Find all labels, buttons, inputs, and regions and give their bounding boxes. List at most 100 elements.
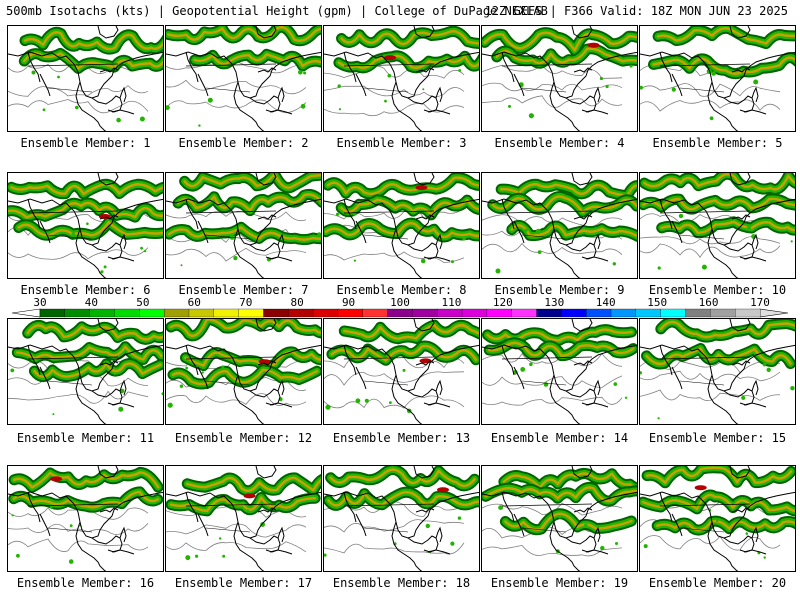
panel-caption: Ensemble Member: 13 xyxy=(332,431,471,445)
coastlines xyxy=(324,319,479,424)
colorbar-swatch xyxy=(188,308,215,318)
forecast-map xyxy=(482,173,637,278)
coastlines xyxy=(166,173,321,278)
ensemble-panel xyxy=(481,172,638,279)
panel-caption: Ensemble Member: 12 xyxy=(174,431,313,445)
ensemble-panel xyxy=(7,25,164,132)
panel-caption: Ensemble Member: 20 xyxy=(648,576,787,590)
isotach-jet-streaks xyxy=(10,319,163,416)
colorbar-swatch xyxy=(114,308,140,318)
forecast-map xyxy=(324,319,479,424)
panel-caption: Ensemble Member: 1 xyxy=(20,136,151,150)
coastlines xyxy=(166,319,321,424)
forecast-map xyxy=(166,319,321,424)
colorbar-tick-label: 160 xyxy=(698,296,719,309)
colorbar-swatch xyxy=(635,308,662,318)
colorbar-tick-label: 30 xyxy=(33,296,47,309)
isotach-jet-streaks xyxy=(640,173,795,270)
header: 500mb Isotachs (kts) | Geopotential Heig… xyxy=(4,3,796,19)
ensemble-panel xyxy=(639,465,796,572)
colorbar-tick-label: 110 xyxy=(441,296,462,309)
ensemble-panel xyxy=(481,318,638,425)
isotach-jet-streaks xyxy=(640,319,795,420)
ensemble-panel xyxy=(7,465,164,572)
coastlines xyxy=(640,466,795,571)
isotach-jet-streaks xyxy=(166,319,321,408)
colorbar-swatch xyxy=(511,308,538,318)
ensemble-panel xyxy=(639,318,796,425)
coastlines xyxy=(166,26,321,131)
isotach-jet-streaks xyxy=(324,466,479,557)
isotach-jet-streaks xyxy=(166,26,321,127)
colorbar-swatch xyxy=(486,308,513,318)
forecast-map xyxy=(640,173,795,278)
isotach-jet-streaks xyxy=(333,26,479,111)
height-contours xyxy=(324,65,465,117)
panel-caption: Ensemble Member: 8 xyxy=(336,283,467,297)
panel-caption: Ensemble Member: 2 xyxy=(178,136,309,150)
colorbar-swatch xyxy=(412,308,438,318)
ensemble-panel xyxy=(481,465,638,572)
forecast-map xyxy=(640,466,795,571)
forecast-map xyxy=(8,173,163,278)
colorbar-swatch xyxy=(610,308,637,318)
ensemble-panel xyxy=(165,25,322,132)
forecast-map xyxy=(482,319,637,424)
colorbar-swatch xyxy=(685,308,711,318)
ensemble-panel xyxy=(165,465,322,572)
ensemble-panel xyxy=(323,172,480,279)
forecast-map xyxy=(324,173,479,278)
colorbar-tick-label: 100 xyxy=(390,296,410,309)
coastlines xyxy=(482,319,637,424)
panel-caption: Ensemble Member: 15 xyxy=(648,431,787,445)
ensemble-panel xyxy=(323,25,480,132)
isotach-jet-streaks xyxy=(487,178,637,274)
coastlines xyxy=(640,319,795,424)
colorbar-swatch xyxy=(461,308,488,318)
colorbar-swatch xyxy=(362,308,389,318)
colorbar-tick-label: 50 xyxy=(136,296,150,309)
panel-caption: Ensemble Member: 9 xyxy=(494,283,625,297)
isotach-jet-streaks xyxy=(482,468,637,554)
isotach-jet-streaks xyxy=(482,27,637,119)
colorbar-swatch xyxy=(660,308,686,318)
coastlines xyxy=(166,466,321,571)
coastlines xyxy=(8,319,163,424)
panel-caption: Ensemble Member: 19 xyxy=(490,576,629,590)
forecast-map xyxy=(166,26,321,131)
colorbar-swatch xyxy=(39,308,66,318)
coastlines xyxy=(640,173,795,278)
colorbar-swatch xyxy=(561,308,587,318)
forecast-map xyxy=(482,26,637,131)
ensemble-panel xyxy=(165,318,322,425)
panel-caption: Ensemble Member: 11 xyxy=(16,431,155,445)
colorbar-tick-label: 130 xyxy=(544,296,565,309)
isotach-jet-streaks xyxy=(8,466,163,564)
coastlines xyxy=(482,173,637,278)
colorbar-swatch xyxy=(288,308,314,318)
header-run-info: 12Z GEFS | F366 Valid: 18Z MON JUN 23 20… xyxy=(484,4,788,18)
coastlines xyxy=(640,26,795,131)
height-contours xyxy=(482,352,623,406)
colorbar-swatch xyxy=(238,308,264,318)
panel-caption: Ensemble Member: 14 xyxy=(490,431,629,445)
panel-caption: Ensemble Member: 6 xyxy=(20,283,151,297)
colorbar-swatch xyxy=(437,308,463,318)
forecast-map xyxy=(8,466,163,571)
colorbar-tick-label: 60 xyxy=(187,296,201,309)
isotach-jet-streaks xyxy=(166,173,321,267)
isotach-jet-streaks xyxy=(166,472,321,561)
isotach-jet-streaks xyxy=(18,26,163,123)
forecast-map xyxy=(166,173,321,278)
isotach-jet-streaks xyxy=(325,319,479,414)
isotach-jet-streaks xyxy=(482,324,637,399)
colorbar-scale xyxy=(11,308,789,318)
forecast-map xyxy=(324,26,479,131)
colorbar-tick-label: 70 xyxy=(239,296,253,309)
colorbar-swatch xyxy=(64,308,91,318)
isotach-colorbar: 30 40 50 60 70 80 90 100 110 120 130 140 150 160 170 xyxy=(0,297,800,319)
colorbar-tick-label: 170 xyxy=(750,296,770,309)
colorbar-tick-label: 40 xyxy=(84,296,99,309)
ensemble-panel xyxy=(7,318,164,425)
coastlines xyxy=(8,466,163,571)
